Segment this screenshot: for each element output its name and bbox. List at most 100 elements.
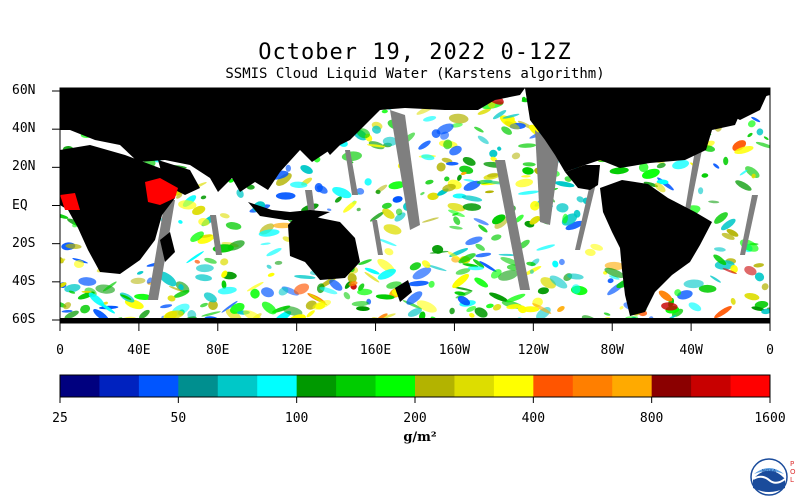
cloud-patch bbox=[576, 196, 585, 203]
cloud-patch bbox=[603, 312, 611, 316]
lat-label: 20N bbox=[12, 159, 36, 175]
cloud-patch bbox=[497, 146, 502, 151]
cloud-patch bbox=[452, 286, 473, 292]
cloud-patch bbox=[160, 304, 173, 309]
cloud-patch bbox=[348, 281, 358, 287]
cloud-patch bbox=[300, 165, 313, 174]
colorbar-swatch bbox=[99, 375, 140, 397]
cloud-patch bbox=[739, 169, 748, 176]
colorbar bbox=[59, 374, 771, 403]
cloud-patch bbox=[164, 310, 184, 320]
cloud-patch bbox=[502, 113, 520, 119]
cloud-patch bbox=[364, 267, 380, 275]
cloud-patch bbox=[656, 179, 669, 185]
cloud-patch bbox=[754, 272, 765, 282]
missing-swath bbox=[345, 150, 358, 195]
pol-letter: L bbox=[790, 476, 794, 484]
cloud-patch bbox=[571, 284, 581, 294]
cloud-patch bbox=[549, 275, 568, 289]
lon-label: 0 bbox=[56, 343, 64, 358]
cloud-patch bbox=[492, 214, 506, 225]
cloud-patch bbox=[565, 220, 584, 231]
cloud-patch bbox=[377, 238, 397, 247]
colorbar-swatch bbox=[533, 375, 574, 397]
land-africa bbox=[60, 145, 175, 274]
cloud-patch bbox=[134, 293, 153, 300]
cloud-patch bbox=[511, 152, 521, 160]
cloud-patch bbox=[713, 254, 727, 266]
cloud-patch bbox=[479, 260, 497, 273]
cloud-patch bbox=[81, 290, 92, 293]
pol-text: P O L bbox=[790, 460, 798, 484]
cloud-patch bbox=[747, 132, 753, 138]
cloud-patch bbox=[522, 167, 534, 175]
lat-label: 40S bbox=[12, 273, 36, 289]
cloud-patch bbox=[120, 294, 132, 300]
cloud-patch bbox=[158, 271, 177, 287]
lon-label: 160W bbox=[438, 343, 471, 358]
cloud-patch bbox=[608, 275, 620, 280]
cloud-patch bbox=[236, 189, 244, 198]
cloud-patch bbox=[421, 217, 439, 223]
cloud-patch bbox=[726, 229, 739, 237]
cloud-patch bbox=[178, 200, 197, 210]
cloud-patch bbox=[221, 300, 238, 313]
cloud-patch bbox=[714, 247, 726, 252]
cloud-patch bbox=[221, 270, 228, 278]
cloud-patch bbox=[334, 196, 342, 203]
colorbar-swatch bbox=[572, 375, 613, 397]
cloud-patch bbox=[494, 216, 509, 229]
lat-label: 40N bbox=[12, 121, 36, 137]
cloud-patch bbox=[225, 222, 242, 230]
cloud-patch bbox=[642, 168, 660, 179]
cloud-patch bbox=[458, 253, 476, 264]
cloud-patch bbox=[103, 301, 108, 305]
cloud-patch bbox=[266, 264, 272, 269]
cloud-patch bbox=[60, 301, 67, 308]
cloud-patch bbox=[219, 213, 230, 219]
cloud-patch bbox=[453, 216, 461, 225]
colorbar-tick-label: 800 bbox=[639, 411, 664, 426]
cloud-patch bbox=[514, 214, 524, 223]
cloud-patch bbox=[441, 157, 453, 164]
cloud-patch bbox=[383, 313, 396, 319]
colorbar-swatch bbox=[217, 375, 258, 397]
missing-swath bbox=[685, 150, 702, 210]
cloud-patch bbox=[73, 259, 85, 269]
cloud-patch bbox=[473, 218, 489, 226]
cloud-patch bbox=[306, 310, 315, 318]
cloud-patch bbox=[375, 189, 381, 195]
cloud-patch bbox=[654, 182, 666, 193]
cloud-patch bbox=[697, 187, 704, 195]
cloud-patch bbox=[347, 273, 357, 283]
colorbar-swatch bbox=[375, 375, 416, 397]
cloud-patch bbox=[220, 258, 229, 266]
map-subtitle: SSMIS Cloud Liquid Water (Karstens algor… bbox=[225, 66, 605, 82]
cloud-patch bbox=[65, 243, 82, 249]
lon-label: 160E bbox=[359, 343, 392, 358]
cloud-patch bbox=[394, 212, 406, 222]
cloud-patch bbox=[178, 284, 184, 291]
cloud-patch bbox=[451, 122, 463, 128]
cloud-patch bbox=[201, 311, 221, 317]
cloud-patch bbox=[721, 232, 735, 240]
colorbar-tick-label: 400 bbox=[521, 411, 546, 426]
land-antarctica bbox=[60, 318, 770, 323]
cloud-patch bbox=[246, 281, 264, 292]
cloud-patch bbox=[462, 203, 482, 211]
cloud-patch bbox=[146, 277, 153, 284]
cloud-patch bbox=[607, 278, 614, 284]
cloud-patch bbox=[619, 306, 624, 310]
colorbar-tick-label: 200 bbox=[403, 411, 427, 426]
cloud-patch bbox=[501, 126, 512, 135]
cloud-patch bbox=[720, 218, 736, 231]
cloud-patch bbox=[463, 180, 481, 191]
cloud-patch bbox=[609, 167, 629, 175]
pol-letter: O bbox=[790, 468, 796, 476]
colorbar-tick-label: 1600 bbox=[754, 411, 786, 426]
cloud-patch bbox=[364, 271, 380, 283]
cloud-patch bbox=[552, 260, 559, 268]
colorbar-swatch bbox=[454, 375, 495, 397]
cloud-patch bbox=[272, 222, 294, 229]
cloud-patch bbox=[530, 201, 540, 211]
